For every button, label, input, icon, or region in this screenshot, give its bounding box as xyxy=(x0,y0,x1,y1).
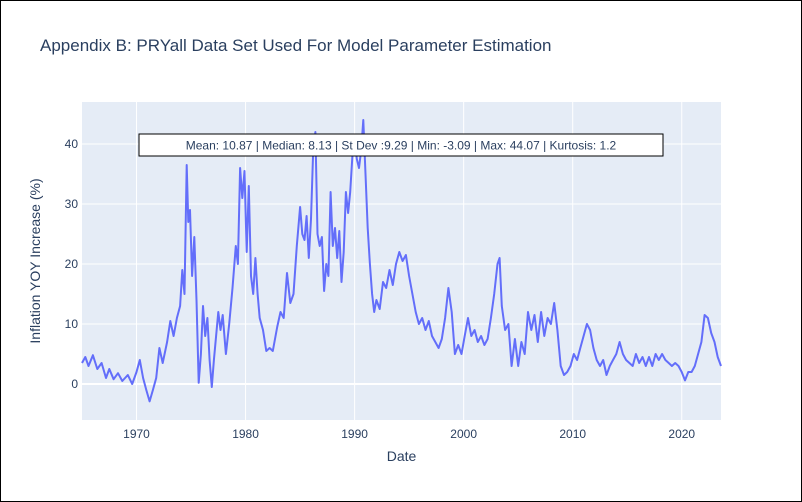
x-tick-label: 2010 xyxy=(559,427,586,441)
series-line xyxy=(81,119,722,403)
x-tick-label: 1970 xyxy=(123,427,150,441)
y-tick-label: 20 xyxy=(65,257,79,271)
x-tick-label: 2020 xyxy=(668,427,695,441)
x-axis-title: Date xyxy=(387,448,417,464)
chart-title: Appendix B: PRYall Data Set Used For Mod… xyxy=(40,36,552,55)
x-tick-labels: 1970 1980 1990 2000 2010 2020 xyxy=(123,427,695,441)
x-tick-label: 2000 xyxy=(450,427,477,441)
y-tick-labels: 0 10 20 30 40 xyxy=(65,137,79,391)
stats-annotation-box xyxy=(138,133,664,157)
y-tick-label: 30 xyxy=(65,197,79,211)
y-tick-label: 10 xyxy=(65,317,79,331)
y-tick-label: 40 xyxy=(65,137,79,151)
x-tick-label: 1980 xyxy=(232,427,259,441)
y-tick-label: 0 xyxy=(71,377,78,391)
y-axis-title: Inflation YOY Increase (%) xyxy=(27,178,43,343)
x-tick-label: 1990 xyxy=(341,427,368,441)
stats-annotation: Mean: 10.87 | Median: 8.13 | St Dev :9.2… xyxy=(186,139,617,153)
